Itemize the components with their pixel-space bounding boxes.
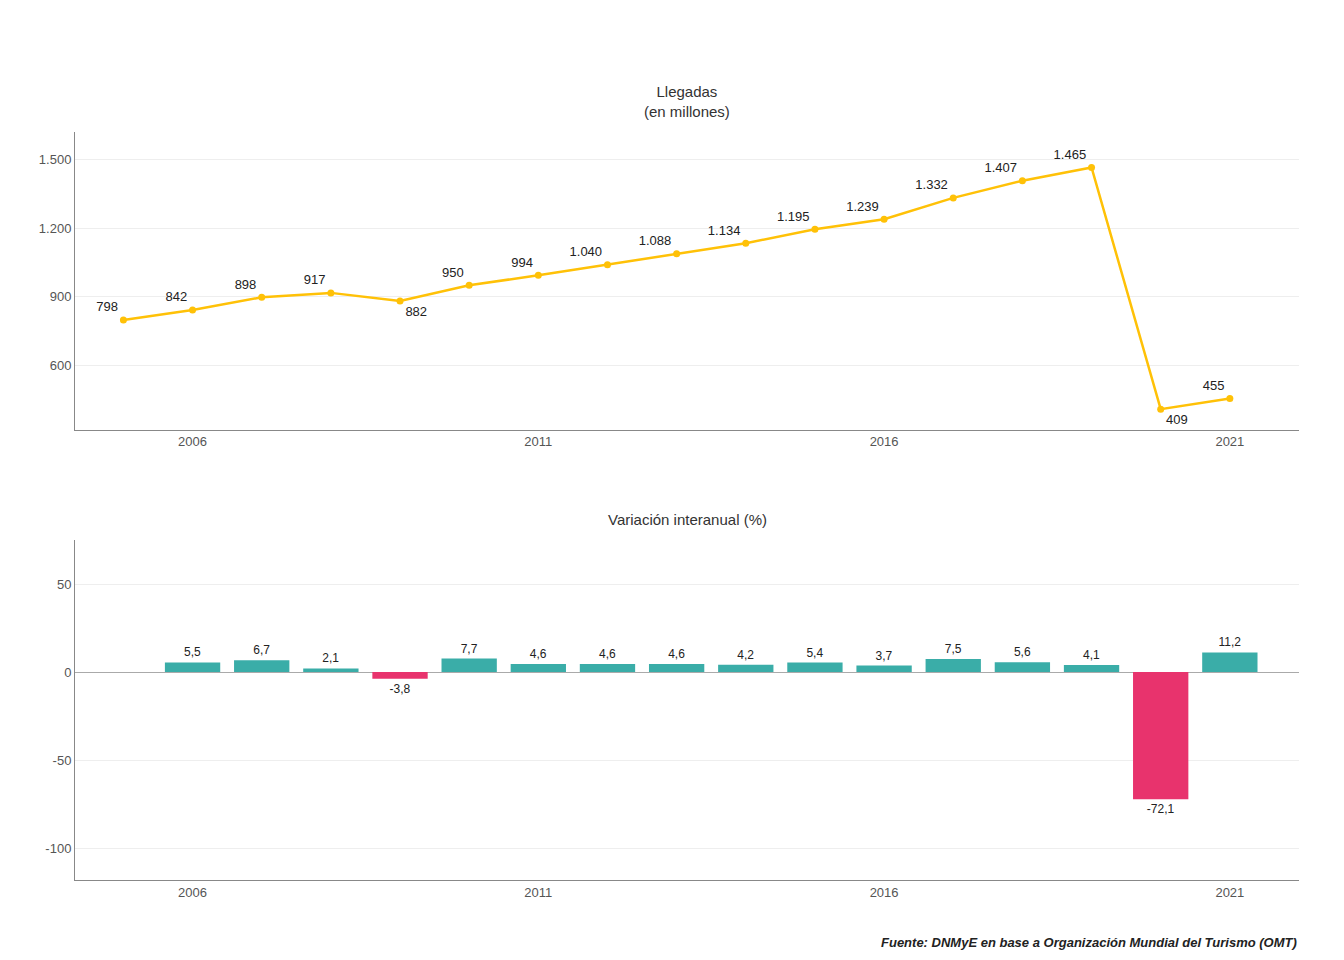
svg-text:4,6: 4,6 — [599, 647, 616, 661]
svg-text:5,4: 5,4 — [806, 646, 823, 660]
svg-text:917: 917 — [304, 272, 326, 287]
svg-text:7,5: 7,5 — [945, 642, 962, 656]
svg-text:950: 950 — [442, 265, 464, 280]
svg-text:900: 900 — [50, 289, 72, 304]
svg-text:2021: 2021 — [1215, 434, 1244, 449]
svg-text:882: 882 — [405, 304, 427, 319]
svg-text:2016: 2016 — [870, 885, 899, 900]
svg-text:1.500: 1.500 — [39, 152, 72, 167]
svg-text:11,2: 11,2 — [1218, 635, 1241, 649]
svg-text:Fuente: DNMyE en base a Organi: Fuente: DNMyE en base a Organización Mun… — [881, 935, 1297, 950]
svg-text:1.040: 1.040 — [570, 244, 603, 259]
svg-text:1.088: 1.088 — [639, 233, 672, 248]
svg-text:455: 455 — [1203, 378, 1225, 393]
svg-text:4,6: 4,6 — [668, 647, 685, 661]
svg-text:1.407: 1.407 — [984, 160, 1017, 175]
svg-text:1.239: 1.239 — [846, 199, 879, 214]
svg-text:600: 600 — [50, 358, 72, 373]
svg-text:Variación interanual (%): Variación interanual (%) — [608, 511, 767, 528]
svg-text:-3,8: -3,8 — [390, 682, 411, 696]
svg-text:6,7: 6,7 — [253, 643, 270, 657]
svg-text:3,7: 3,7 — [876, 649, 893, 663]
svg-text:2011: 2011 — [524, 434, 552, 449]
svg-text:798: 798 — [96, 299, 118, 314]
svg-text:4,2: 4,2 — [737, 648, 754, 662]
svg-text:2006: 2006 — [178, 434, 207, 449]
svg-text:842: 842 — [165, 289, 187, 304]
svg-text:Llegadas(en millones): Llegadas(en millones) — [644, 83, 730, 120]
svg-text:1.195: 1.195 — [777, 209, 810, 224]
svg-text:1.465: 1.465 — [1054, 147, 1087, 162]
svg-text:4,1: 4,1 — [1083, 648, 1100, 662]
svg-text:2006: 2006 — [178, 885, 207, 900]
svg-text:2016: 2016 — [870, 434, 899, 449]
svg-text:-50: -50 — [53, 753, 72, 768]
svg-text:50: 50 — [57, 577, 71, 592]
svg-text:1.200: 1.200 — [39, 221, 72, 236]
svg-text:1.134: 1.134 — [708, 223, 741, 238]
svg-text:0: 0 — [64, 665, 71, 680]
svg-text:1.332: 1.332 — [915, 177, 948, 192]
svg-text:7,7: 7,7 — [461, 642, 478, 656]
svg-text:898: 898 — [235, 277, 257, 292]
svg-text:5,6: 5,6 — [1014, 645, 1031, 659]
svg-text:2021: 2021 — [1215, 885, 1244, 900]
svg-text:2,1: 2,1 — [322, 651, 339, 665]
svg-text:-100: -100 — [45, 841, 71, 856]
svg-text:994: 994 — [511, 255, 533, 270]
svg-text:4,6: 4,6 — [530, 647, 547, 661]
svg-text:-72,1: -72,1 — [1147, 802, 1175, 816]
svg-text:2011: 2011 — [524, 885, 552, 900]
svg-text:409: 409 — [1166, 412, 1188, 427]
svg-text:5,5: 5,5 — [184, 645, 201, 659]
